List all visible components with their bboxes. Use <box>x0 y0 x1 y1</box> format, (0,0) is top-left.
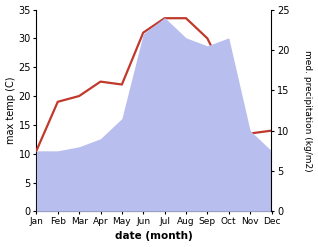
X-axis label: date (month): date (month) <box>115 231 193 242</box>
Y-axis label: max temp (C): max temp (C) <box>5 77 16 144</box>
Y-axis label: med. precipitation (kg/m2): med. precipitation (kg/m2) <box>303 50 313 171</box>
